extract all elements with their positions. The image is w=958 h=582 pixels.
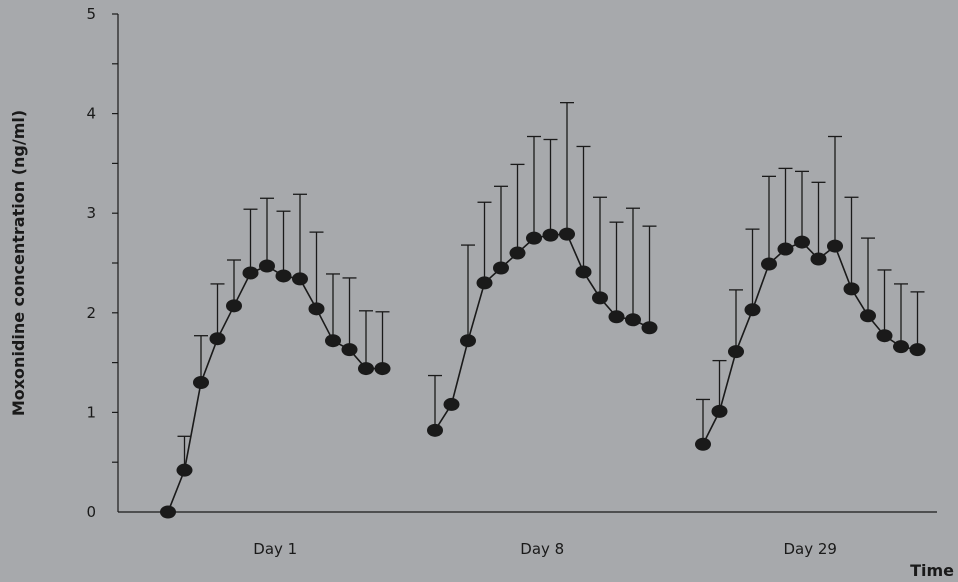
data-point (542, 228, 559, 242)
series-line (702, 241, 918, 445)
data-point (608, 310, 625, 324)
y-ticks: 0 1 2 3 4 5 (86, 5, 118, 521)
series-day-8 (427, 101, 658, 437)
data-point (909, 343, 926, 357)
data-point (625, 313, 641, 327)
data-point (860, 309, 876, 323)
series-layer (160, 101, 926, 519)
group-labels: Day 1 Day 8 Day 29 (253, 540, 837, 558)
series-line (434, 233, 650, 431)
data-point (876, 329, 893, 343)
data-point (592, 291, 608, 305)
data-point (843, 282, 860, 296)
y-tick-label: 5 (86, 5, 96, 23)
x-axis-title: Time (910, 561, 954, 580)
data-point (325, 334, 341, 348)
data-point (308, 302, 325, 316)
y-tick-label: 1 (86, 403, 96, 421)
data-point (695, 437, 711, 451)
x-group-label: Day 8 (520, 540, 564, 558)
data-point (526, 231, 542, 245)
data-point (259, 259, 275, 273)
data-point (460, 334, 476, 348)
y-axis-title: Moxonidine concentration (ng/ml) (9, 110, 28, 416)
x-group-label: Day 1 (253, 540, 297, 558)
y-tick-label: 3 (86, 204, 96, 222)
y-tick-label: 0 (86, 503, 96, 521)
y-tick-label: 2 (86, 304, 96, 322)
data-point (641, 321, 658, 335)
data-point (761, 257, 777, 271)
data-point (443, 397, 460, 411)
data-point (794, 235, 810, 249)
data-point (509, 246, 526, 260)
data-point (728, 345, 744, 359)
y-tick-label: 4 (86, 105, 96, 123)
series-line (167, 265, 383, 513)
data-point (176, 463, 193, 477)
data-point (193, 376, 209, 390)
data-point (292, 272, 308, 286)
data-point (559, 227, 575, 241)
data-point (476, 276, 493, 290)
data-point (575, 265, 592, 279)
data-point (810, 252, 827, 266)
data-point (827, 239, 843, 253)
data-point (275, 269, 292, 283)
data-point (358, 362, 374, 376)
data-point (427, 423, 443, 437)
series-day-1 (160, 193, 391, 519)
data-point (209, 332, 226, 346)
data-point (226, 299, 242, 313)
x-group-label: Day 29 (784, 540, 837, 558)
data-point (711, 404, 728, 418)
data-point (777, 242, 794, 256)
data-point (374, 362, 391, 376)
data-point (160, 505, 176, 519)
data-point (744, 303, 761, 317)
data-point (493, 261, 509, 275)
series-day-29 (695, 135, 926, 451)
data-point (893, 340, 909, 354)
data-point (341, 343, 358, 357)
data-point (242, 266, 259, 280)
